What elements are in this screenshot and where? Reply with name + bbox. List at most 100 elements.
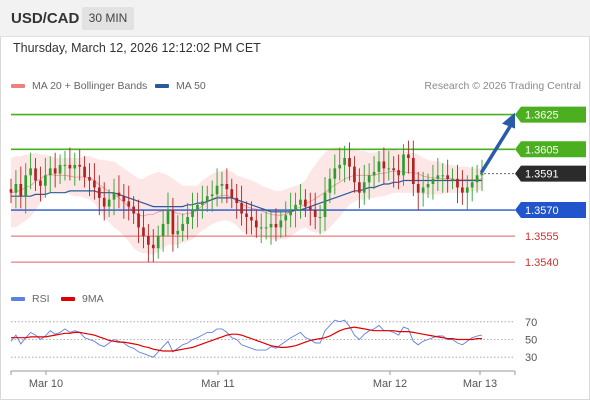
candle-body bbox=[97, 187, 101, 198]
candle-body bbox=[191, 210, 194, 217]
candle-body bbox=[451, 178, 454, 180]
candle-body bbox=[279, 220, 283, 228]
candle-body bbox=[117, 192, 121, 197]
candle-body bbox=[436, 175, 440, 179]
candle-body bbox=[53, 168, 57, 174]
candle-body bbox=[58, 164, 62, 174]
candle-body bbox=[411, 157, 415, 184]
candle-body bbox=[127, 201, 131, 207]
candle-body bbox=[304, 199, 307, 207]
candle-body bbox=[407, 154, 410, 158]
time-label-mar-11: Mar 11 bbox=[201, 378, 234, 390]
timeframe-badge[interactable]: 30 MIN bbox=[82, 7, 134, 30]
rsi-tick-50: 50 bbox=[525, 335, 537, 347]
candle-body bbox=[14, 184, 18, 193]
candle-body bbox=[220, 184, 224, 186]
candle-body bbox=[475, 175, 479, 183]
candle-body bbox=[78, 164, 82, 167]
candle-body bbox=[181, 223, 185, 231]
candle-body bbox=[348, 157, 351, 167]
candle-body bbox=[83, 166, 86, 178]
time-axis: Mar 10 Mar 11 Mar 12 Mar 13 bbox=[10, 370, 516, 390]
rsi-tick-30: 30 bbox=[525, 352, 537, 364]
legend-ma50-label: MA 50 bbox=[176, 80, 206, 92]
candle-body bbox=[397, 170, 400, 176]
candle-body bbox=[250, 216, 253, 221]
candle-body bbox=[151, 244, 155, 249]
candle-body bbox=[259, 227, 263, 229]
candle-body bbox=[323, 192, 327, 217]
candle-body bbox=[446, 175, 450, 179]
candle-body bbox=[461, 187, 464, 193]
candle-body bbox=[392, 168, 396, 171]
level-tag-1.3625 bbox=[515, 106, 586, 123]
candle-body bbox=[142, 227, 145, 237]
legend-rsi: RSI bbox=[11, 293, 50, 305]
level-label-1.3570: 1.3570 bbox=[525, 205, 559, 217]
candle-body bbox=[171, 210, 175, 235]
rsi-line bbox=[10, 319, 483, 358]
candle-body bbox=[132, 206, 136, 214]
candle-body bbox=[147, 236, 150, 245]
projection-arrow-head bbox=[502, 112, 515, 129]
candle-body bbox=[43, 175, 47, 186]
candle-body bbox=[421, 187, 425, 193]
candle-body bbox=[161, 223, 165, 237]
candle-body bbox=[137, 213, 140, 228]
candle-body bbox=[176, 230, 180, 235]
candle-body bbox=[416, 184, 420, 193]
candle-body bbox=[382, 161, 386, 169]
candle-body bbox=[24, 175, 28, 197]
candle-body bbox=[269, 223, 273, 228]
level-tag-1.3605 bbox=[515, 141, 586, 158]
level-tag-1.3570 bbox=[515, 202, 586, 219]
candle-body bbox=[362, 182, 366, 193]
candle-body bbox=[210, 194, 214, 197]
candle-body bbox=[456, 178, 459, 188]
candle-body bbox=[166, 210, 170, 224]
level-label-1.3540: 1.3540 bbox=[525, 257, 559, 269]
legend-ma50: MA 50 bbox=[155, 80, 206, 92]
candle-body bbox=[122, 196, 126, 202]
legend-bollinger: MA 20 + Bollinger Bands bbox=[11, 80, 147, 92]
candle-body bbox=[88, 177, 91, 181]
candle-body bbox=[372, 171, 376, 176]
candle-body bbox=[377, 161, 381, 172]
candle-body bbox=[93, 180, 96, 188]
copyright: Research © 2026 Trading Central bbox=[424, 80, 581, 92]
candle-body bbox=[357, 182, 361, 193]
level-label-1.3555: 1.3555 bbox=[525, 231, 559, 243]
candle-body bbox=[215, 185, 219, 195]
chart-header: USD/CAD 30 MIN bbox=[0, 0, 590, 37]
legend-rsi-ma: 9MA bbox=[61, 293, 104, 305]
candle-body bbox=[39, 180, 42, 186]
candle-body bbox=[48, 168, 52, 176]
candle-body bbox=[387, 168, 391, 170]
rsi-panel: 70 50 30 bbox=[10, 317, 537, 364]
candle-body bbox=[68, 164, 72, 169]
candle-body bbox=[107, 199, 111, 207]
candle-body bbox=[19, 184, 23, 197]
level-label-1.3591: 1.3591 bbox=[525, 169, 559, 181]
candle-body bbox=[235, 197, 239, 204]
candle-body bbox=[264, 227, 268, 229]
level-label-1.3605: 1.3605 bbox=[525, 144, 559, 156]
level-tag-1.3591 bbox=[515, 165, 586, 182]
candle-body bbox=[318, 216, 322, 218]
candle-body bbox=[353, 166, 356, 183]
candle-body bbox=[274, 223, 278, 228]
candle-body bbox=[338, 164, 342, 169]
candle-body bbox=[294, 204, 297, 211]
price-panel: 1.3625 1.3605 1.3591 1.3570 1.3555 1.3540 bbox=[9, 106, 586, 269]
candle-body bbox=[112, 192, 116, 200]
candle-body bbox=[230, 189, 234, 198]
candle-body bbox=[205, 196, 209, 202]
candle-body bbox=[402, 154, 405, 176]
candle-body bbox=[29, 168, 32, 176]
projection-arrow-shaft bbox=[480, 124, 512, 174]
candle-body bbox=[431, 178, 435, 184]
legend-rsi-label: RSI bbox=[32, 293, 50, 305]
candle-body bbox=[63, 164, 67, 166]
level-label-1.3625: 1.3625 bbox=[525, 110, 559, 122]
rsi-ma-line bbox=[11, 326, 482, 352]
